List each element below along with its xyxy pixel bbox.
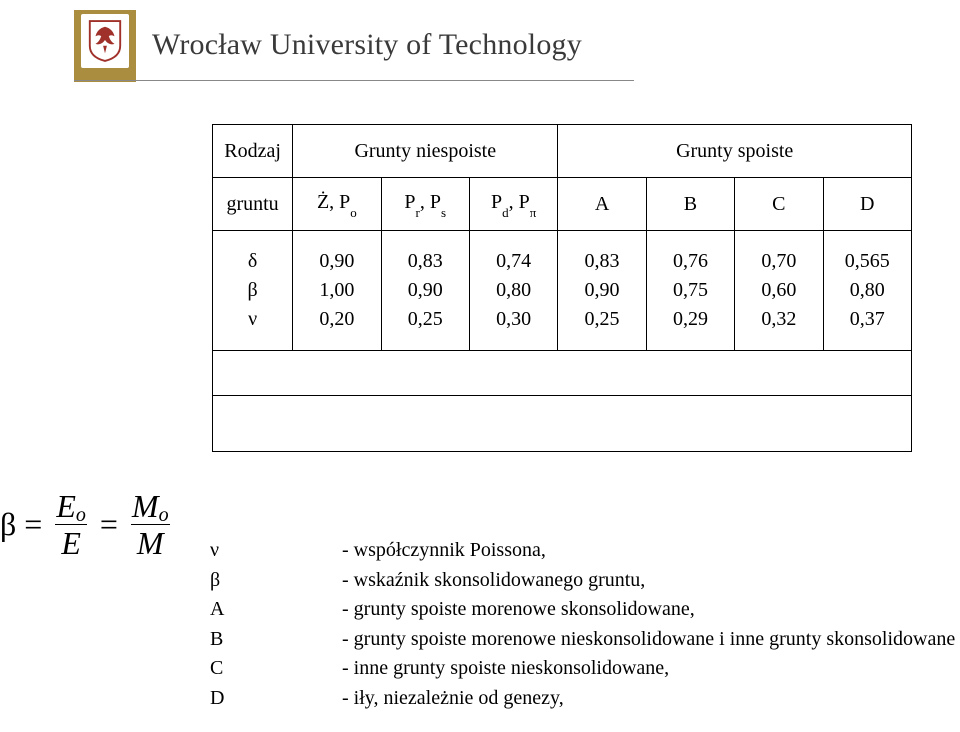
legend-desc: - współczynnik Poissona, — [342, 536, 546, 566]
legend-desc: - grunty spoiste morenowe nieskonsolidow… — [342, 625, 955, 655]
beta-formula: β = Eo E = Mo M — [0, 490, 175, 559]
eagle-shield-icon — [86, 19, 124, 63]
header-rule — [74, 80, 634, 81]
cell-niespoiste: Grunty niespoiste — [293, 125, 558, 178]
cell-symbols: δ β ν — [213, 231, 293, 351]
legend-desc: - grunty spoiste morenowe skonsolidowane… — [342, 595, 695, 625]
fraction-Mo-M: Mo M — [126, 490, 175, 559]
legend-row: β - wskaźnik skonsolidowanego gruntu, — [210, 566, 955, 596]
legend-desc: - inne grunty spoiste nieskonsolidowane, — [342, 654, 669, 684]
soil-table: Rodzaj Grunty niespoiste Grunty spoiste … — [212, 124, 912, 452]
legend-symbol: ν — [210, 536, 342, 566]
table-empty-row — [213, 351, 912, 396]
equals-icon: = — [92, 506, 126, 543]
cell: 0,830,900,25 — [381, 231, 469, 351]
cell-A: A — [558, 178, 646, 231]
cell: 0,740,800,30 — [469, 231, 557, 351]
cell-B: B — [646, 178, 734, 231]
legend-symbol: β — [210, 566, 342, 596]
legend-row: ν - współczynnik Poissona, — [210, 536, 955, 566]
table-row: Rodzaj Grunty niespoiste Grunty spoiste — [213, 125, 912, 178]
table-row: gruntu Ż, Po Pr, Ps Pd, Pπ A B C D — [213, 178, 912, 231]
legend-symbol: D — [210, 684, 342, 714]
cell-C: C — [735, 178, 823, 231]
legend-symbol: A — [210, 595, 342, 625]
equals-icon: = — [16, 506, 50, 543]
cell: 0,760,750,29 — [646, 231, 734, 351]
cell-PdPpi: Pd, Pπ — [469, 178, 557, 231]
legend-symbol: B — [210, 625, 342, 655]
empty-cell — [213, 351, 912, 396]
legend-row: D - iły, niezależnie od genezy, — [210, 684, 955, 714]
cell-rodzaj: Rodzaj — [213, 125, 293, 178]
cell: 0,5650,800,37 — [823, 231, 911, 351]
logo-inner — [81, 14, 129, 68]
cell-D: D — [823, 178, 911, 231]
logo-shield — [74, 10, 136, 82]
cell: 0,901,000,20 — [293, 231, 381, 351]
cell-PrPs: Pr, Ps — [381, 178, 469, 231]
fraction-Eo-E: Eo E — [50, 490, 92, 559]
cell-gruntu: gruntu — [213, 178, 293, 231]
legend-row: C - inne grunty spoiste nieskonsolidowan… — [210, 654, 955, 684]
legend-row: A - grunty spoiste morenowe skonsolidowa… — [210, 595, 955, 625]
table-row: δ β ν 0,901,000,20 0,830,900,25 0,740,80… — [213, 231, 912, 351]
legend-desc: - iły, niezależnie od genezy, — [342, 684, 564, 714]
university-title: Wrocław University of Technology — [152, 28, 582, 62]
symbol-beta: β — [0, 506, 16, 543]
cell: 0,830,900,25 — [558, 231, 646, 351]
cell: 0,700,600,32 — [735, 231, 823, 351]
cell-ZPo: Ż, Po — [293, 178, 381, 231]
legend-desc: - wskaźnik skonsolidowanego gruntu, — [342, 566, 645, 596]
legend-symbol: C — [210, 654, 342, 684]
table-empty-row — [213, 396, 912, 452]
legend: ν - współczynnik Poissona, β - wskaźnik … — [210, 536, 955, 714]
legend-row: B - grunty spoiste morenowe nieskonsolid… — [210, 625, 955, 655]
cell-spoiste: Grunty spoiste — [558, 125, 912, 178]
empty-cell — [213, 396, 912, 452]
